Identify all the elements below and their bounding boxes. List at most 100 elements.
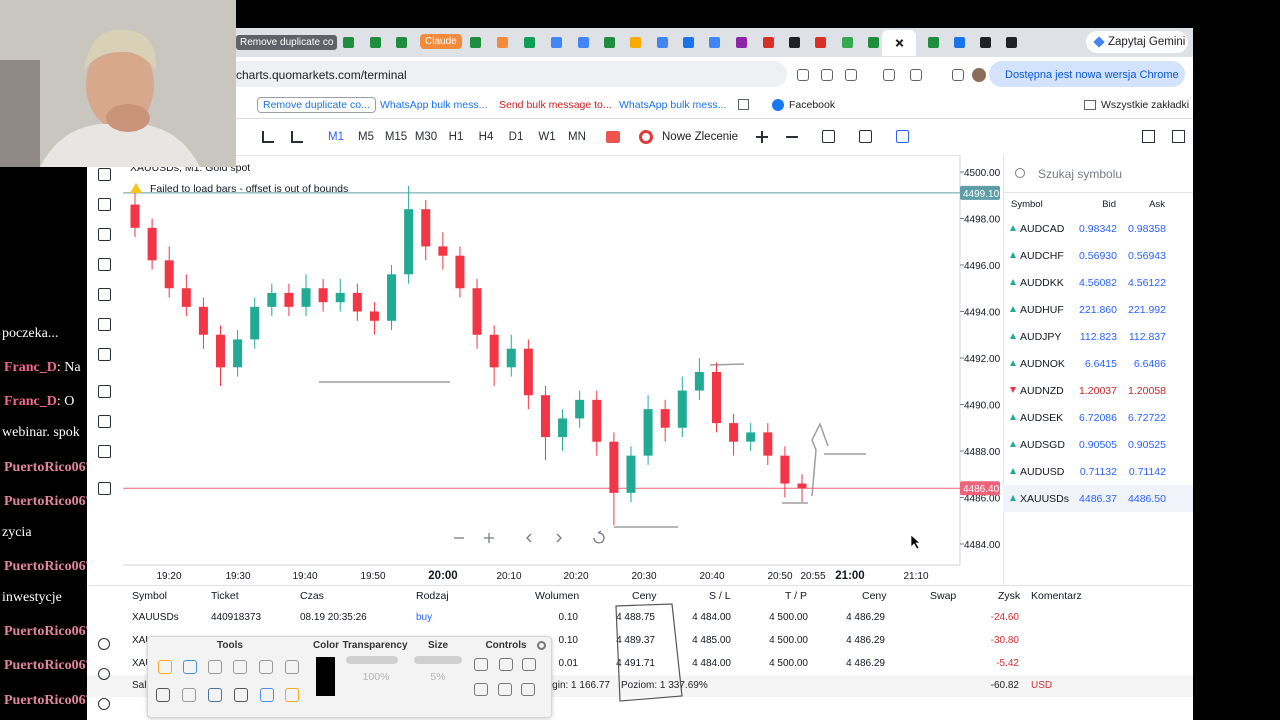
toolbar-icon[interactable] (797, 69, 809, 81)
tab-icon[interactable] (578, 37, 589, 48)
drawing-tool[interactable] (98, 228, 111, 241)
side-icon[interactable] (98, 638, 110, 650)
timeframe[interactable]: M5 (358, 131, 374, 143)
tab-icon[interactable] (343, 37, 354, 48)
drawing-tool[interactable] (98, 482, 111, 495)
tab-icon[interactable] (683, 37, 694, 48)
toolbar-icon[interactable] (1172, 130, 1185, 143)
symbol-name[interactable]: AUDSEK (1020, 412, 1064, 424)
color-swatch[interactable] (316, 657, 335, 696)
drawing-tool[interactable] (98, 318, 111, 331)
bookmark[interactable]: Send bulk message to... (499, 99, 612, 111)
symbol-name[interactable]: XAUUSDs (1020, 493, 1070, 505)
drawing-tool[interactable] (98, 385, 111, 398)
toolbar-icon[interactable] (845, 69, 857, 81)
zoom-out[interactable] (786, 136, 798, 138)
tab-icon[interactable] (709, 37, 720, 48)
size-slider[interactable] (414, 656, 462, 664)
bookmark[interactable]: WhatsApp bulk mess... (619, 99, 727, 111)
control-button[interactable] (522, 658, 536, 671)
apps-icon[interactable] (738, 99, 749, 110)
tool-button[interactable] (183, 660, 197, 674)
tab-icon[interactable] (763, 37, 774, 48)
drawing-tool[interactable] (98, 348, 111, 361)
toolbar-icon[interactable] (910, 69, 922, 81)
tab-icon[interactable] (954, 37, 965, 48)
tool-button[interactable] (234, 688, 248, 702)
url-box[interactable] (227, 61, 787, 87)
tab-icon[interactable] (604, 37, 615, 48)
symbol-name[interactable]: AUDSGD (1020, 439, 1065, 451)
tab-icon[interactable] (868, 37, 879, 48)
symbol-name[interactable]: AUDHUF (1020, 304, 1064, 316)
toolbar-icon[interactable] (822, 130, 835, 143)
tab-icon[interactable] (396, 37, 407, 48)
transparency-slider[interactable] (346, 656, 398, 664)
timeframe[interactable]: H4 (478, 131, 494, 143)
side-icon[interactable] (98, 698, 110, 710)
toolbar-icon[interactable] (896, 130, 909, 143)
tab-icon[interactable] (789, 37, 800, 48)
side-icon[interactable] (98, 668, 110, 680)
symbol-name[interactable]: AUDUSD (1020, 466, 1065, 478)
tool-button[interactable] (233, 660, 247, 674)
tab-icon[interactable] (980, 37, 991, 48)
drawing-tool[interactable] (98, 445, 111, 458)
symbol-name[interactable]: AUDCHF (1020, 250, 1064, 262)
profile-avatar[interactable] (972, 68, 986, 82)
tab-icon[interactable] (736, 37, 747, 48)
update-box[interactable] (989, 61, 1185, 87)
symbol-name[interactable]: AUDNZD (1020, 385, 1064, 397)
tab[interactable]: Claude (420, 34, 462, 49)
tab-icon[interactable] (928, 37, 939, 48)
control-button[interactable] (499, 658, 513, 671)
tool-button[interactable] (208, 688, 222, 702)
timeframe[interactable]: H1 (448, 131, 464, 143)
chart-type-icon[interactable] (291, 131, 303, 143)
chart-type-icon[interactable] (262, 131, 274, 143)
tab-icon[interactable] (1006, 37, 1017, 48)
toolbar-icon[interactable] (821, 69, 833, 81)
control-button[interactable] (521, 683, 535, 696)
tool-button[interactable] (182, 688, 196, 702)
toolbar-icon[interactable] (883, 69, 895, 81)
bookmark[interactable]: Remove duplicate co... (257, 97, 376, 113)
timeframe[interactable]: M30 (414, 131, 438, 143)
tool-button[interactable] (208, 660, 222, 674)
toolbar-icon[interactable] (1142, 130, 1155, 143)
toolbar-icon[interactable] (952, 69, 964, 81)
timeframe[interactable]: MN (568, 131, 586, 143)
tab[interactable]: Remove duplicate co (236, 35, 338, 50)
tab-icon[interactable] (524, 37, 535, 48)
tool-button[interactable] (156, 688, 170, 702)
chart-nav-button[interactable] (526, 533, 532, 543)
drawing-tool[interactable] (98, 198, 111, 211)
drawing-tool[interactable] (98, 168, 111, 181)
settings-icon[interactable] (537, 641, 546, 650)
symbol-name[interactable]: AUDNOK (1020, 358, 1065, 370)
symbol-search[interactable]: Szukaj symbolu (1038, 167, 1123, 181)
drawing-tool[interactable] (98, 288, 111, 301)
control-button[interactable] (498, 683, 512, 696)
timeframe[interactable]: M1 (328, 131, 344, 143)
tab-icon[interactable] (470, 37, 481, 48)
tool-button[interactable] (285, 688, 299, 702)
symbol-name[interactable]: AUDJPY (1020, 331, 1062, 343)
symbol-name[interactable]: AUDCAD (1020, 223, 1065, 235)
tab-icon[interactable] (815, 37, 826, 48)
tool-button[interactable] (259, 660, 273, 674)
gemini-button[interactable] (1086, 31, 1188, 53)
control-button[interactable] (474, 658, 488, 671)
tab-icon[interactable] (657, 37, 668, 48)
all-bookmarks[interactable]: Wszystkie zakładki (1101, 99, 1190, 111)
bookmark[interactable]: WhatsApp bulk mess... (380, 99, 488, 111)
chart-nav-button[interactable] (556, 533, 562, 543)
tab-icon[interactable] (370, 37, 381, 48)
chart-nav-button[interactable] (484, 533, 494, 543)
chart-nav-button[interactable] (593, 530, 605, 544)
timeframe[interactable]: W1 (538, 131, 556, 143)
new-order[interactable]: Nowe Zlecenie (662, 131, 739, 143)
tool-button[interactable] (260, 688, 274, 702)
bookmark[interactable]: Facebook (789, 99, 836, 111)
tool-button[interactable] (158, 660, 172, 674)
